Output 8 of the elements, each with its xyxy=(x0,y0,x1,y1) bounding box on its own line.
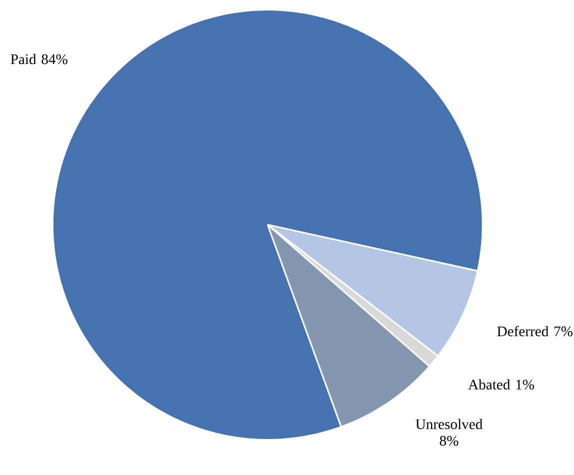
data-label: 84% xyxy=(42,54,68,64)
slice-label: Paid xyxy=(10,54,36,64)
data-label: 7% xyxy=(554,326,573,336)
slice-label: Unresolved xyxy=(416,418,483,430)
data-label: 1% xyxy=(516,380,534,390)
slice-label: Deferred xyxy=(497,326,548,336)
data-label: 8% xyxy=(440,436,458,446)
slice-label: Abated xyxy=(468,379,510,390)
